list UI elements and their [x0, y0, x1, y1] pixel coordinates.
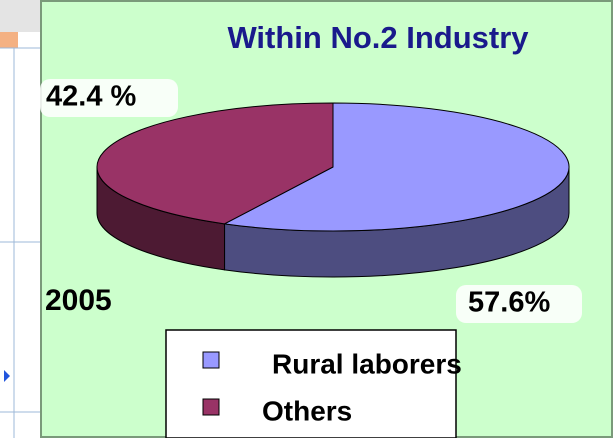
- left-tab: [0, 32, 18, 48]
- legend-swatch: [202, 351, 220, 369]
- value-label-bg: [40, 79, 178, 117]
- slice: [96, 102, 334, 225]
- pie: 57.6% 42.4 %: [40, 79, 582, 323]
- slice: [222, 102, 570, 232]
- legend-label: Rural laborers: [272, 348, 462, 379]
- left-arrow: [4, 370, 10, 382]
- chart-title: Within No.2 Industry: [227, 20, 529, 55]
- legend-label: Others: [262, 395, 352, 426]
- left-toolbar: [0, 0, 42, 32]
- annotation: 2005: [45, 284, 112, 317]
- legend-swatch: [202, 398, 220, 416]
- value-label-bg: [456, 285, 582, 323]
- legend: [165, 329, 457, 438]
- value-label: 57.6%: [468, 287, 550, 319]
- value-label: 42.4 %: [46, 81, 136, 113]
- legend-entries: Rural laborers Others: [202, 348, 462, 426]
